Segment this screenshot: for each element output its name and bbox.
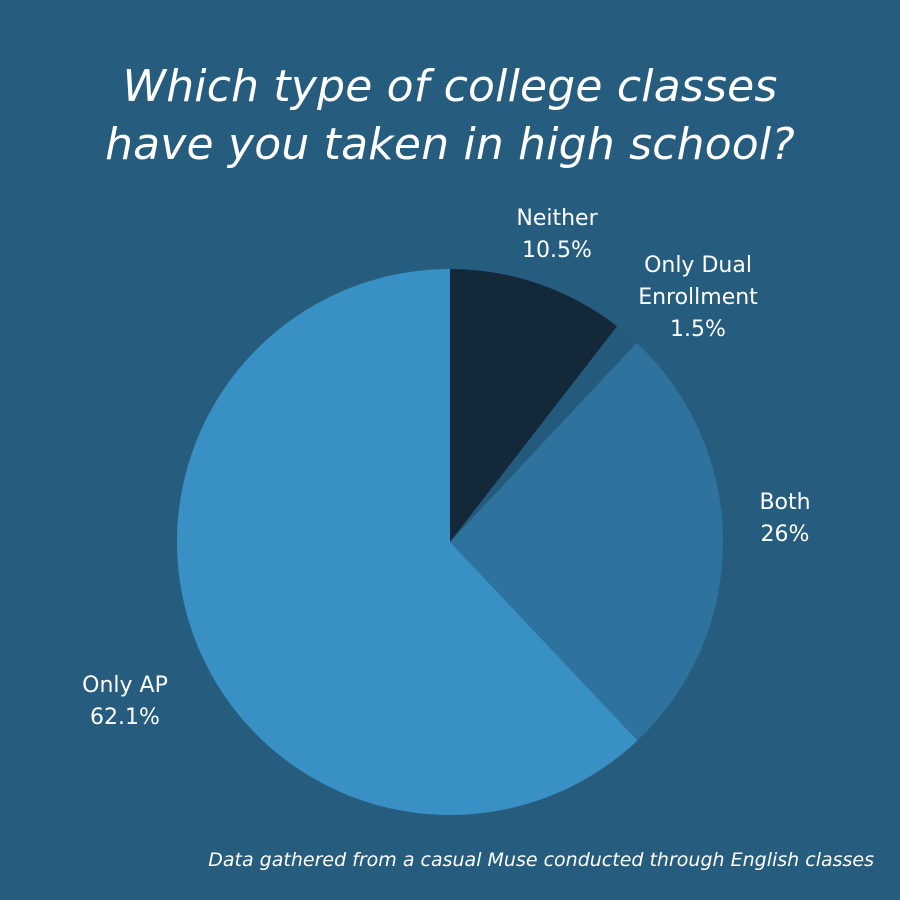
slice-name-only-ap: Only AP [82, 673, 168, 698]
slice-name-only-dual-line-1: Only Dual [644, 253, 752, 278]
slice-value-neither: 10.5% [522, 238, 592, 263]
chart-title-line-1: Which type of college classes [122, 61, 778, 112]
slice-value-only-ap: 62.1% [90, 705, 160, 730]
slice-name-both: Both [759, 490, 811, 515]
pie-slice-both [450, 342, 724, 741]
pie-slice-neither [450, 269, 618, 542]
slice-label-only-ap: Only AP 62.1% [65, 670, 185, 734]
source-footnote: Data gathered from a casual Muse conduct… [208, 849, 874, 871]
slice-name-neither: Neither [516, 206, 598, 231]
slice-value-both: 26% [760, 522, 810, 547]
slice-label-only-dual-enrollment: Only Dual Enrollment 1.5% [618, 250, 778, 346]
chart-title-line-2: have you taken in high school? [105, 119, 795, 170]
pie-slice-only-ap [177, 269, 638, 815]
slice-name-only-dual-line-2: Enrollment [638, 285, 758, 310]
pie-slice-only-dual-enrollment [450, 326, 637, 542]
slice-label-neither: Neither 10.5% [497, 203, 617, 267]
chart-title: Which type of college classes have you t… [0, 58, 900, 174]
slice-value-only-dual: 1.5% [670, 317, 726, 342]
slice-label-both: Both 26% [735, 487, 835, 551]
